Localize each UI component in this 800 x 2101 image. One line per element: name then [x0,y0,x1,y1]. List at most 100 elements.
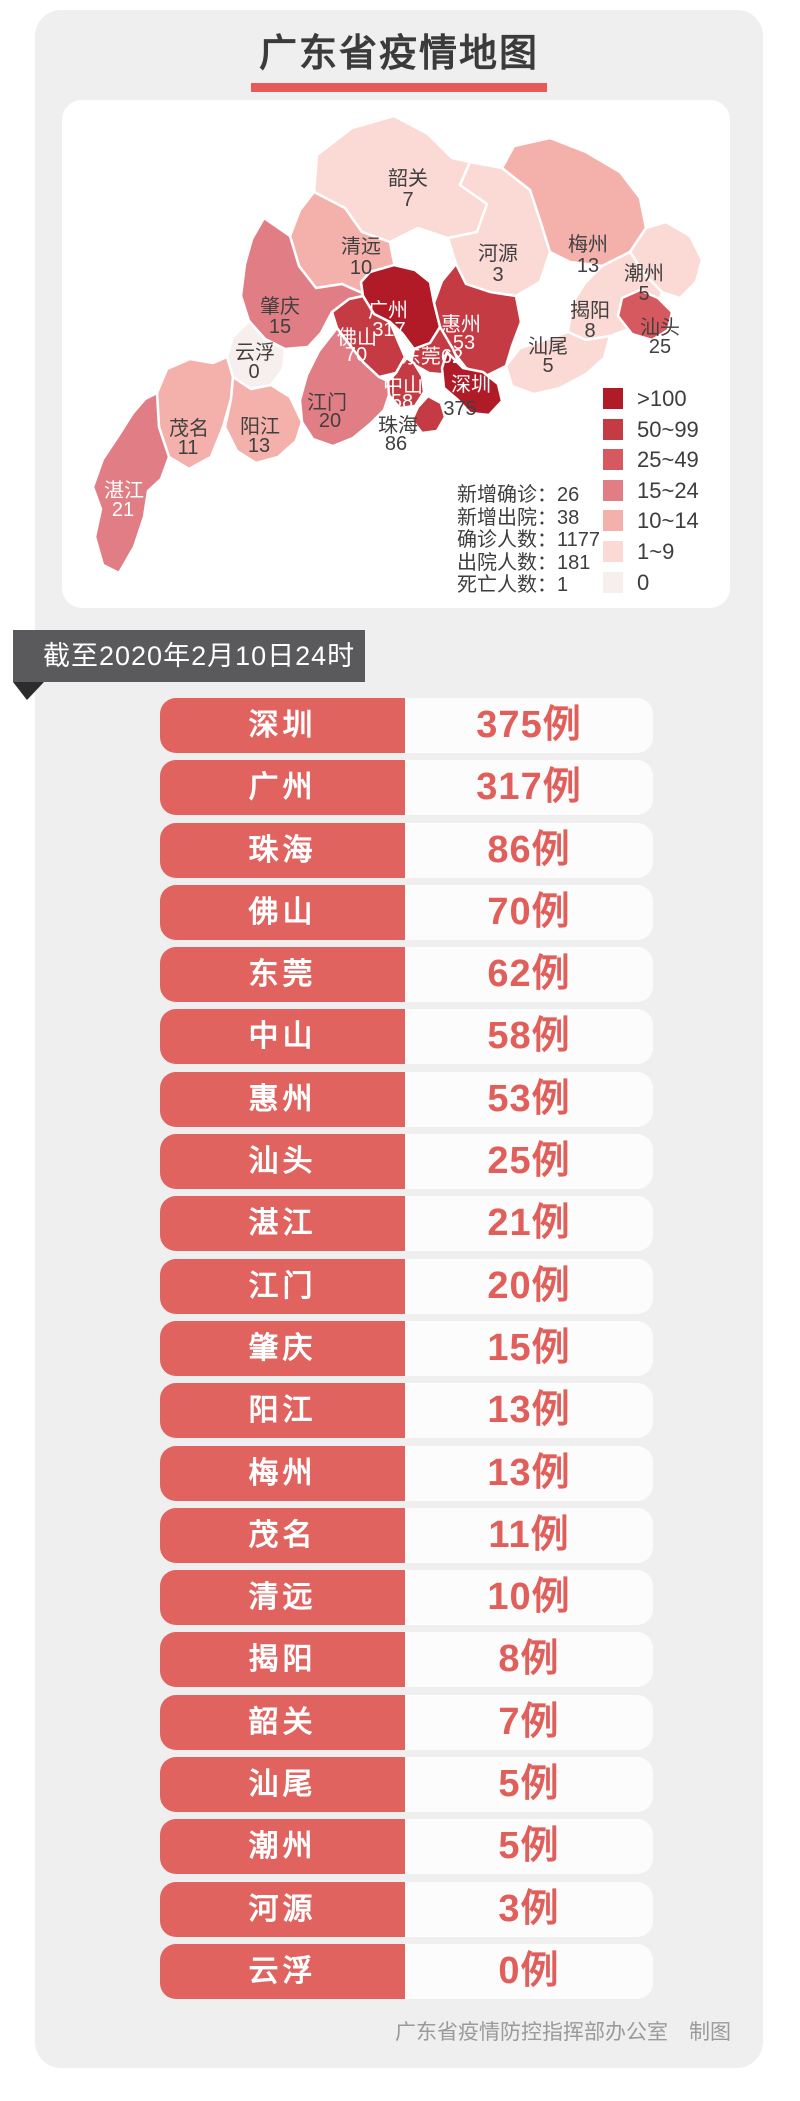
region-heyuan-cases: 3 [492,264,503,286]
credit-line: 广东省疫情防控指挥部办公室 制图 [395,2021,731,2044]
table-row: 潮州 5例 [160,1819,653,1875]
region-jiangmen-cases: 20 [319,410,341,432]
table-row: 韶关 7例 [160,1694,653,1750]
region-zhuhai-cases: 86 [385,433,407,455]
table-row: 云浮 0例 [160,1943,653,1999]
title-underline [251,83,547,92]
region-zhaoqing-cases: 15 [269,316,291,338]
stat-confirmed: 确诊人数：1177 [457,529,601,551]
stat-discharged: 出院人数：181 [457,551,591,574]
region-shanwei-cases: 5 [542,355,553,377]
city-cell: 中山 [160,1009,405,1065]
table-row: 中山 58例 [160,1009,653,1065]
city-cell: 江门 [160,1258,405,1314]
city-cell: 阳江 [160,1383,405,1439]
region-foshan-label: 佛山 [337,326,377,349]
cases-cell: 5例 [405,1757,653,1813]
legend-label: >100 [637,386,687,411]
cases-cell: 21例 [405,1196,653,1252]
cases-cell: 15例 [405,1320,653,1376]
stat-deaths: 死亡人数：1 [457,574,569,596]
page-title: 广东省疫情地图 [258,33,539,75]
map-legend: >100 50~99 25~49 15~24 10~14 1~9 0 [603,388,699,602]
legend-label: 25~49 [637,447,699,473]
region-shenzhen-label: 深圳 [451,373,491,396]
region-heyuan-label: 河源 [478,242,518,265]
cases-cell: 86例 [405,822,653,878]
city-cell: 东莞 [160,947,405,1003]
table-row: 汕头 25例 [160,1134,653,1190]
table-row: 珠海 86例 [160,822,653,878]
region-shenzhen-cases: 375 [443,398,476,420]
city-cell: 茂名 [160,1507,405,1563]
legend-entry: 0 [603,569,699,595]
region-guangzhou-label: 广州 [368,299,408,322]
legend-label: 10~14 [637,508,699,534]
region-zhuhai-shape [410,394,447,435]
city-cell: 云浮 [160,1943,405,1999]
cases-cell: 11例 [405,1507,653,1563]
table-row: 惠州 53例 [160,1071,653,1127]
legend-label: 1~9 [637,538,675,564]
table-row: 茂名 11例 [160,1507,653,1563]
city-cell: 河源 [160,1881,405,1937]
city-cell: 深圳 [160,698,405,753]
legend-label: 15~24 [637,477,699,503]
table-row: 肇庆 15例 [160,1320,653,1376]
region-zhanjiang-shape [91,391,171,575]
region-yangjiang-label: 阳江 [240,415,280,438]
legend-entry: 25~49 [603,447,699,473]
legend-entry: >100 [603,386,699,411]
region-chaozhou-label: 潮州 [624,262,664,285]
city-cell: 梅州 [160,1445,405,1501]
region-jiangmen-label: 江门 [307,391,347,414]
region-shaoguan-label: 韶关 [388,167,428,190]
cases-cell: 13例 [405,1445,653,1501]
legend-label: 0 [637,569,650,595]
region-maoming-label: 茂名 [169,417,209,440]
legend-entry: 15~24 [603,477,699,503]
region-maoming-cases: 11 [178,437,199,459]
region-zhanjiang-label: 湛江 [104,479,144,502]
city-cell: 肇庆 [160,1320,405,1376]
legend-swatch [603,540,623,562]
cases-cell: 58例 [405,1009,653,1065]
cases-cell: 25例 [405,1134,653,1190]
region-yunfu-label: 云浮 [235,341,275,364]
city-cell: 惠州 [160,1071,405,1127]
city-cell: 汕头 [160,1134,405,1190]
table-row: 广州 317例 [160,760,653,816]
legend-swatch [603,571,623,593]
cases-cell: 7例 [405,1694,653,1750]
region-jieyang-label: 揭阳 [570,299,610,322]
cases-cell: 375例 [405,698,653,753]
cases-cell: 5例 [405,1819,653,1875]
cases-cell: 53例 [405,1071,653,1127]
table-row: 清远 10例 [160,1570,653,1626]
region-shenzhen-shape [440,350,504,417]
cases-cell: 0例 [405,1943,653,1999]
region-zhongshan-cases: 58 [391,391,413,413]
region-shantou-label: 汕头 [640,316,680,339]
city-case-table: 深圳 375例 广州 317例 珠海 86例 佛山 70例 东莞 62例 中山 58例 惠州… [160,698,653,2006]
legend-swatch [603,510,623,532]
table-row: 东莞 62例 [160,947,653,1003]
region-dongguan-label: 东莞62 [401,345,463,368]
region-shanwei-label: 汕尾 [528,335,568,358]
table-row: 江门 20例 [160,1258,653,1314]
header: 广东省疫情地图 [35,14,763,92]
table-row: 阳江 13例 [160,1383,653,1439]
legend-label: 50~99 [637,416,699,442]
cases-cell: 10例 [405,1570,653,1626]
stat-new-confirmed: 新增确诊：26 [457,484,580,506]
city-cell: 韶关 [160,1694,405,1750]
region-qingyuan-label: 清远 [341,235,381,258]
region-yangjiang-cases: 13 [248,435,270,457]
region-guangzhou-cases: 317 [372,319,405,341]
region-zhuhai-label: 珠海 [378,414,418,437]
province-map-card: 韶关 7 清远 10 河源 3 梅州 13 潮州 5 揭阳 8 汕头 25 汕尾… [62,100,730,608]
region-jiangmen-shape [298,326,391,448]
city-cell: 清远 [160,1570,405,1626]
city-cell: 揭阳 [160,1632,405,1688]
city-cell: 广州 [160,760,405,816]
